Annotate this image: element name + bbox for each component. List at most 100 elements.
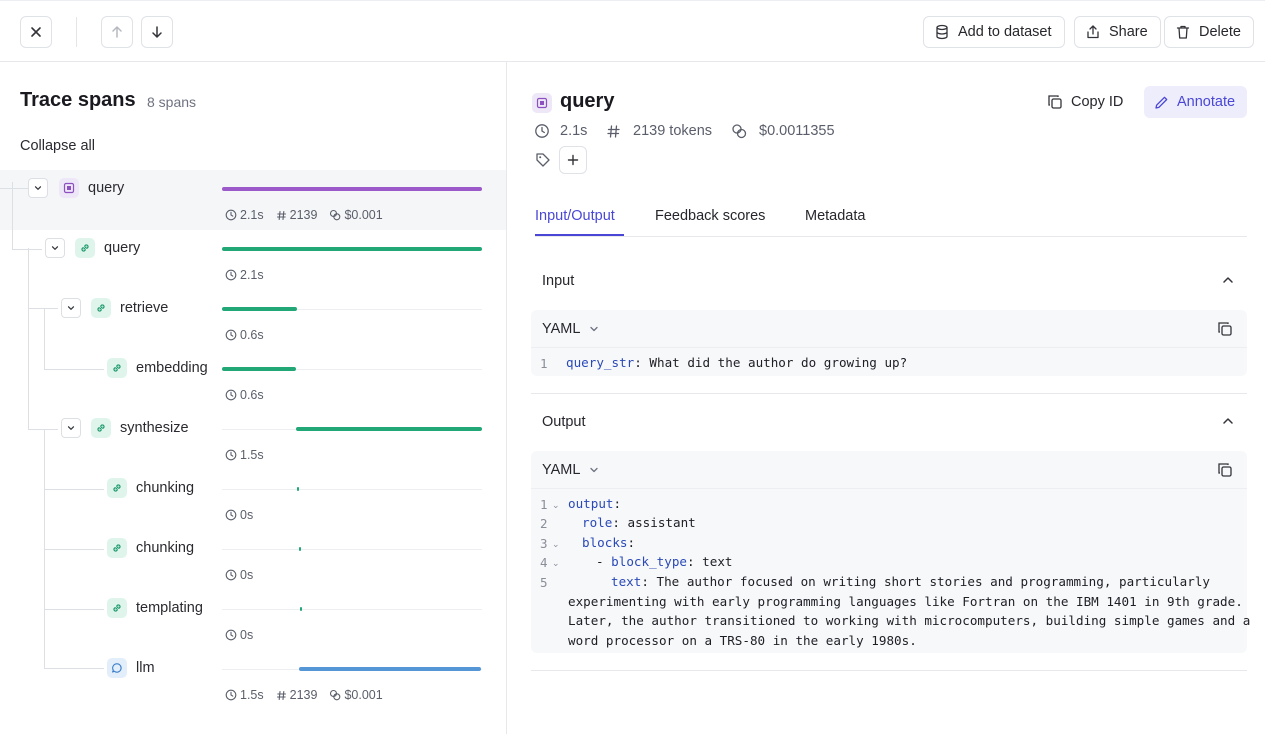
span-stats: 2.1s (225, 268, 264, 282)
span-row-chunking[interactable]: chunking 0s (0, 530, 506, 590)
collapse-all-button[interactable]: Collapse all (20, 138, 95, 154)
section-divider (531, 393, 1247, 394)
span-detail-panel: query 2.1s 2139 tokens $0.0011355 Copy I… (507, 62, 1265, 734)
yaml-dash: - (596, 554, 612, 569)
span-row-synthesize[interactable]: synthesize 1.5s (0, 410, 506, 470)
line-number: 3 (540, 536, 548, 551)
cost-value: $0.0011355 (759, 123, 835, 139)
delete-button[interactable]: Delete (1164, 16, 1254, 48)
code-line: blocks: (582, 535, 636, 550)
add-to-dataset-button[interactable]: Add to dataset (923, 16, 1065, 48)
span-tokens: 2139 (276, 688, 317, 702)
timeline-bar (222, 187, 482, 191)
yaml-value: : The author focused on writing short st… (641, 574, 1210, 589)
fold-chevron-icon[interactable]: ⌄ (552, 539, 560, 549)
clock-icon (225, 449, 237, 461)
span-count: 8 spans (147, 94, 197, 110)
span-square-icon (536, 97, 548, 109)
chevron-down-icon (590, 326, 599, 331)
tree-line (44, 609, 104, 610)
span-row-selected-highlight (0, 170, 506, 230)
coins-icon (330, 209, 341, 221)
tab-input-output[interactable]: Input/Output (535, 208, 615, 224)
link-icon (97, 304, 105, 312)
link-icon (113, 364, 121, 372)
tab-feedback-scores[interactable]: Feedback scores (655, 208, 766, 224)
tag-icon (536, 153, 550, 167)
cost-stat: $0.0011355 (731, 123, 835, 139)
clock-icon (225, 269, 237, 281)
link-icon (97, 424, 105, 432)
fold-chevron-icon[interactable]: ⌄ (552, 558, 560, 568)
timeline-bar (296, 427, 482, 431)
close-button[interactable] (20, 16, 52, 48)
duration-value: 2.1s (560, 123, 588, 139)
code-line: query_str: What did the author do growin… (566, 355, 907, 370)
timeline-track (222, 609, 482, 610)
copy-icon[interactable] (1217, 462, 1233, 478)
tab-metadata[interactable]: Metadata (805, 208, 866, 224)
yaml-key: text (611, 574, 642, 589)
link-icon (113, 604, 121, 612)
copy-icon[interactable] (1217, 321, 1233, 337)
span-row-chunking[interactable]: chunking 0s (0, 470, 506, 530)
span-stats: 2.1s 2139 $0.001 (225, 208, 383, 222)
clock-icon (225, 209, 237, 221)
span-stats: 0s (225, 508, 253, 522)
tree-line (44, 668, 104, 669)
span-duration: 2.1s (225, 268, 264, 282)
top-toolbar: Add to dataset Share Delete (0, 0, 1265, 62)
timeline-bar (299, 667, 481, 671)
span-row-query[interactable]: query 2.1s (0, 230, 506, 290)
span-title: query (560, 90, 615, 112)
input-code-block: YAML 1 query_str: What did the author do… (531, 310, 1247, 376)
span-type-icon (91, 298, 111, 318)
trace-spans-panel: Trace spans 8 spans Collapse all query 2.… (0, 62, 507, 734)
span-type-icon (59, 178, 79, 198)
input-section-header[interactable]: Input (531, 259, 1247, 303)
span-name: llm (136, 660, 155, 676)
annotate-button[interactable]: Annotate (1144, 86, 1247, 118)
chevron-down-icon (51, 246, 59, 250)
span-row-embedding[interactable]: embedding 0.6s (0, 350, 506, 410)
span-name: synthesize (120, 420, 189, 436)
span-row-templating[interactable]: templating 0s (0, 590, 506, 650)
span-duration: 1.5s (225, 688, 264, 702)
share-button[interactable]: Share (1074, 16, 1161, 48)
output-section-header[interactable]: Output (531, 400, 1247, 444)
code-line: output: (568, 496, 622, 511)
fold-chevron-icon[interactable]: ⌄ (552, 500, 560, 510)
hash-icon (276, 210, 286, 220)
annotate-label: Annotate (1177, 94, 1236, 110)
expand-toggle[interactable] (61, 418, 81, 438)
chevron-up-icon (1223, 418, 1233, 424)
yaml-value: : assistant (612, 515, 696, 530)
span-duration: 2.1s (225, 208, 264, 222)
previous-button[interactable] (101, 16, 133, 48)
chevron-down-icon (34, 186, 42, 190)
hash-icon (607, 124, 620, 138)
span-row-llm[interactable]: llm 1.5s 2139 $0.001 (0, 650, 506, 710)
output-format-select[interactable]: YAML (531, 451, 1247, 489)
line-number: 1 (540, 497, 548, 512)
span-name: query (88, 180, 125, 196)
expand-toggle[interactable] (28, 178, 48, 198)
span-cost: $0.001 (329, 688, 383, 702)
copy-id-button[interactable]: Copy ID (1047, 86, 1123, 118)
span-row-retrieve[interactable]: retrieve 0.6s (0, 290, 506, 350)
link-icon (81, 244, 89, 252)
add-tag-button[interactable] (559, 146, 587, 174)
section-divider (531, 670, 1247, 671)
span-name: query (104, 240, 141, 256)
next-button[interactable] (141, 16, 173, 48)
yaml-key: output (568, 496, 614, 511)
span-name: chunking (136, 540, 195, 556)
code-line: role: assistant (582, 515, 696, 530)
timeline-bar (298, 547, 301, 551)
span-row-query[interactable]: query 2.1s 2139 $0.001 (0, 170, 506, 230)
chevron-down-icon (67, 426, 75, 430)
database-icon (936, 24, 948, 40)
expand-toggle[interactable] (61, 298, 81, 318)
expand-toggle[interactable] (45, 238, 65, 258)
input-format-select[interactable]: YAML (531, 310, 1247, 348)
